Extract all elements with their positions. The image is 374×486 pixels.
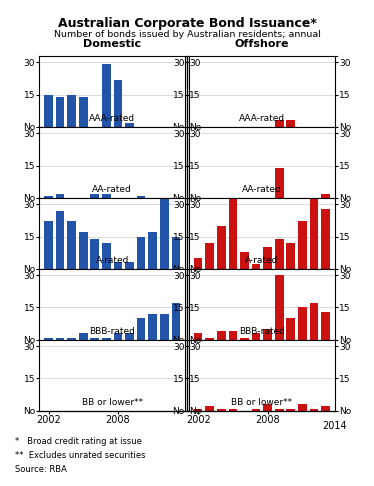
Bar xyxy=(229,193,237,269)
Text: Number of bonds issued by Australian residents; annual: Number of bonds issued by Australian res… xyxy=(53,30,321,39)
Bar xyxy=(298,404,307,411)
Text: **  Excludes unrated securities: ** Excludes unrated securities xyxy=(15,451,145,460)
Bar xyxy=(91,193,99,198)
Bar xyxy=(56,97,64,127)
Text: 2014: 2014 xyxy=(322,421,347,431)
Bar xyxy=(275,409,283,411)
Text: BBB-rated: BBB-rated xyxy=(239,327,285,336)
Bar xyxy=(172,303,180,340)
Text: A-rated: A-rated xyxy=(245,256,279,265)
Bar xyxy=(263,247,272,269)
Bar xyxy=(298,308,307,340)
Bar xyxy=(286,243,295,269)
Text: AAA-rated: AAA-rated xyxy=(239,114,285,123)
Bar xyxy=(148,232,157,269)
Bar xyxy=(217,331,226,340)
Bar xyxy=(298,222,307,269)
Bar xyxy=(205,243,214,269)
Bar xyxy=(91,338,99,340)
Bar xyxy=(102,193,111,198)
Text: BBB-rated: BBB-rated xyxy=(89,327,135,336)
Bar xyxy=(114,80,122,127)
Bar xyxy=(137,237,145,269)
Bar xyxy=(240,252,249,269)
Bar xyxy=(310,303,318,340)
Bar xyxy=(240,338,249,340)
Bar xyxy=(217,226,226,269)
Bar xyxy=(194,333,202,340)
Bar xyxy=(275,239,283,269)
Bar xyxy=(263,329,272,340)
Text: BB or lower**: BB or lower** xyxy=(82,398,143,407)
Bar xyxy=(172,237,180,269)
Bar xyxy=(194,258,202,269)
Bar xyxy=(67,95,76,127)
Bar xyxy=(67,222,76,269)
Bar xyxy=(125,333,134,340)
Bar xyxy=(114,333,122,340)
Bar xyxy=(56,193,64,198)
Text: BB or lower**: BB or lower** xyxy=(231,398,292,407)
Bar xyxy=(194,409,202,411)
Bar xyxy=(321,312,330,340)
Bar xyxy=(286,409,295,411)
Text: AAA-rated: AAA-rated xyxy=(89,114,135,123)
Text: A-rated: A-rated xyxy=(95,256,129,265)
Bar xyxy=(321,193,330,198)
Bar xyxy=(229,409,237,411)
Text: Domestic: Domestic xyxy=(83,38,141,49)
Bar xyxy=(102,243,111,269)
Bar xyxy=(102,65,111,127)
Bar xyxy=(125,122,134,127)
Bar xyxy=(252,264,260,269)
Bar xyxy=(67,338,76,340)
Bar xyxy=(114,262,122,269)
Bar xyxy=(217,409,226,411)
Bar xyxy=(44,95,53,127)
Bar xyxy=(44,222,53,269)
Bar xyxy=(91,239,99,269)
Text: Offshore: Offshore xyxy=(234,38,289,49)
Bar xyxy=(286,121,295,127)
Bar xyxy=(275,275,283,340)
Bar xyxy=(148,314,157,340)
Bar xyxy=(321,406,330,411)
Bar xyxy=(275,121,283,127)
Bar xyxy=(321,208,330,269)
Bar xyxy=(44,196,53,198)
Bar xyxy=(205,406,214,411)
Text: AA-rated: AA-rated xyxy=(242,185,282,194)
Bar xyxy=(160,314,169,340)
Bar xyxy=(310,196,318,269)
Bar xyxy=(310,409,318,411)
Bar xyxy=(137,318,145,340)
Text: *   Broad credit rating at issue: * Broad credit rating at issue xyxy=(15,437,142,447)
Text: Australian Corporate Bond Issuance*: Australian Corporate Bond Issuance* xyxy=(58,17,316,30)
Bar xyxy=(56,338,64,340)
Bar xyxy=(263,404,272,411)
Bar xyxy=(125,262,134,269)
Bar xyxy=(252,409,260,411)
Bar xyxy=(137,196,145,198)
Text: AA-rated: AA-rated xyxy=(92,185,132,194)
Bar xyxy=(79,97,88,127)
Bar xyxy=(205,338,214,340)
Bar xyxy=(286,318,295,340)
Bar xyxy=(56,211,64,269)
Bar xyxy=(102,338,111,340)
Bar xyxy=(252,333,260,340)
Text: Source: RBA: Source: RBA xyxy=(15,465,67,474)
Bar xyxy=(275,168,283,198)
Bar xyxy=(229,331,237,340)
Bar xyxy=(79,333,88,340)
Bar xyxy=(44,338,53,340)
Bar xyxy=(79,232,88,269)
Bar xyxy=(160,196,169,269)
